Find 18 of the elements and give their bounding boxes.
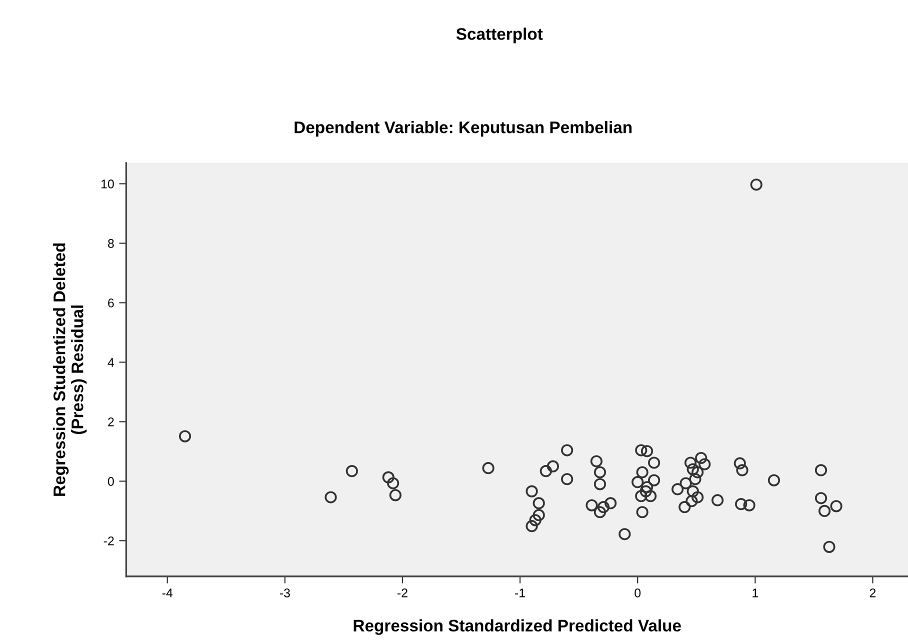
y-tick-label: 2 [108, 418, 114, 426]
y-tick-label: 4 [108, 358, 114, 367]
chart-title: Scatterplot [456, 28, 543, 44]
y-axis-title: Regression Studentized Deleted (Press) Residual [53, 243, 87, 496]
y-tick-label: 8 [108, 239, 114, 248]
y-tick-label: 6 [108, 298, 114, 308]
x-tick-label: 0 [634, 588, 641, 598]
x-tick-label: 1 [752, 588, 758, 598]
x-tick-label: -4 [162, 588, 173, 598]
y-tick-label: -2 [104, 536, 114, 546]
x-tick-label: -2 [397, 588, 408, 598]
chart-subtitle: Dependent Variable: Keputusan Pembelian [294, 121, 632, 137]
y-tick-label: 0 [108, 477, 114, 486]
y-tick-label: 10 [101, 180, 114, 188]
x-tick-label: -3 [280, 588, 290, 598]
x-tick-label: 2 [870, 588, 876, 598]
x-axis-title: Regression Standardized Predicted Value [354, 619, 681, 635]
x-tick-label: -1 [515, 588, 525, 598]
